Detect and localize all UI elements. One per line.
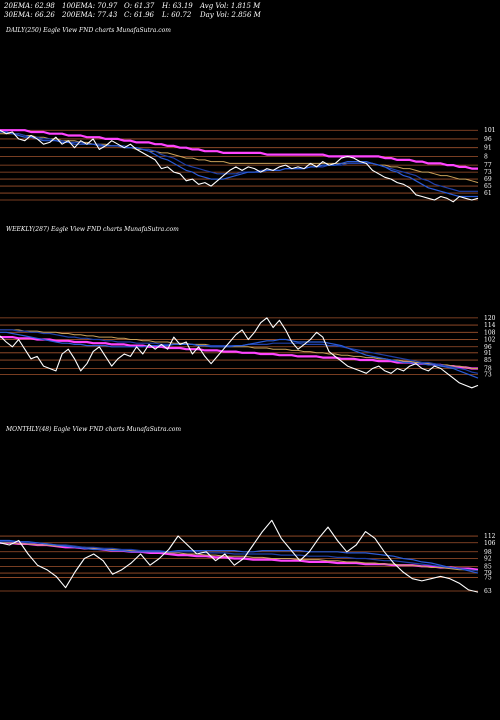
ema20-line xyxy=(0,539,479,574)
y-tick-label: 63 xyxy=(484,588,492,595)
y-tick-label: 112 xyxy=(484,533,496,540)
header-col2: 100EMA: 70.97 200EMA: 77.43 xyxy=(62,2,117,20)
ema200-line xyxy=(0,336,478,370)
ema20-line xyxy=(0,131,478,198)
y-tick-label: 8 xyxy=(484,153,488,160)
ema200-line xyxy=(0,129,478,170)
ema20-line xyxy=(0,331,479,379)
ema100-readout: 100EMA: 70.97 xyxy=(62,2,118,10)
y-tick-label: 114 xyxy=(484,322,496,329)
avg-vol-readout: Avg Vol: 1.815 M xyxy=(200,2,261,10)
daily-panel-label: DAILY(250) Eagle View FND charts MunafaS… xyxy=(6,27,171,34)
ema30-line xyxy=(0,541,479,572)
y-tick-label: 96 xyxy=(484,344,492,351)
y-tick-label: 106 xyxy=(484,540,496,547)
y-tick-label: 85 xyxy=(484,357,492,364)
y-tick-label: 78 xyxy=(484,365,492,372)
price-line xyxy=(0,129,479,203)
weekly-panel-label: WEEKLY(287) Eagle View FND charts Munafa… xyxy=(6,226,179,233)
ema100-line xyxy=(0,329,478,369)
y-tick-label: 96 xyxy=(484,136,492,143)
y-tick-label: 73 xyxy=(484,372,492,379)
y-tick-label: 65 xyxy=(484,183,492,190)
y-tick-label: 77 xyxy=(484,162,492,169)
y-tick-label: 69 xyxy=(484,176,492,183)
y-tick-label: 92 xyxy=(484,555,492,562)
header-col5: Avg Vol: 1.815 M Day Vol: 2.856 M xyxy=(200,2,261,20)
header-col3: O: 61.37 C: 61.96 xyxy=(124,2,154,20)
ema20-readout: 20EMA: 62.98 xyxy=(4,2,55,10)
open-readout: O: 61.37 xyxy=(124,2,155,10)
price-line xyxy=(0,519,479,593)
y-tick-label: 108 xyxy=(484,329,496,336)
price-line xyxy=(0,317,479,389)
close-readout: C: 61.96 xyxy=(124,11,154,19)
y-tick-label: 91 xyxy=(484,350,492,357)
y-tick-label: 101 xyxy=(484,127,495,134)
y-tick-label: 61 xyxy=(484,190,492,197)
header-col4: H: 63.19 L: 60.72 xyxy=(162,2,193,20)
y-tick-label: 73 xyxy=(484,169,492,176)
monthly-panel-label: MONTHLY(48) Eagle View FND charts Munafa… xyxy=(6,426,182,433)
y-tick-label: 85 xyxy=(484,563,492,570)
y-tick-label: 79 xyxy=(484,570,492,577)
y-tick-label: 91 xyxy=(484,145,492,152)
high-readout: H: 63.19 xyxy=(162,2,193,10)
ema200-readout: 200EMA: 77.43 xyxy=(62,11,118,19)
y-tick-label: 75 xyxy=(484,575,492,582)
y-tick-label: 120 xyxy=(484,315,496,322)
ema30-readout: 30EMA: 66.26 xyxy=(4,11,55,19)
day-vol-readout: Day Vol: 2.856 M xyxy=(200,11,261,19)
y-tick-label: 102 xyxy=(484,337,496,344)
low-readout: L: 60.72 xyxy=(162,11,192,19)
y-tick-label: 98 xyxy=(484,549,492,556)
header-col1: 20EMA: 62.98 30EMA: 66.26 xyxy=(4,2,55,20)
